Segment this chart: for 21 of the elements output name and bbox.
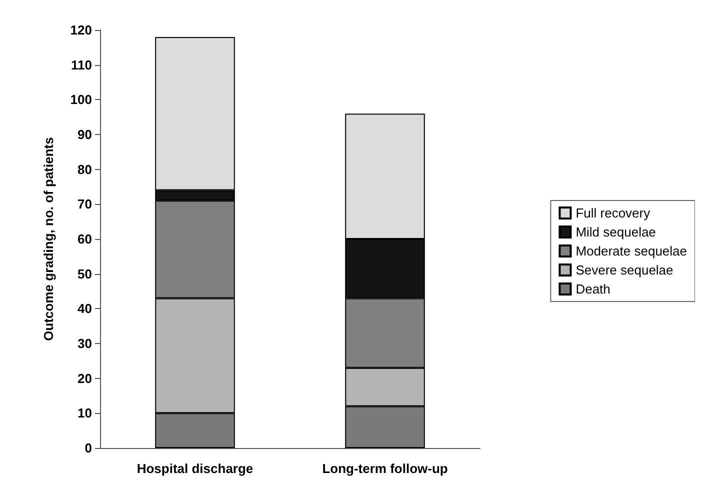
y-tick-label: 120 [70, 22, 92, 38]
y-axis-title: Outcome grading, no. of patients [41, 137, 56, 341]
legend-label: Mild sequelae [576, 224, 656, 240]
y-tick-label: 100 [70, 92, 92, 108]
y-tick-label: 10 [78, 406, 92, 421]
y-tick-label: 60 [78, 232, 92, 246]
legend-label: Moderate sequelae [576, 244, 688, 258]
legend-label: Severe sequelae [576, 262, 674, 278]
y-tick-label: 20 [78, 370, 92, 386]
y-tick-label: 80 [78, 162, 92, 177]
legend-label: Death [576, 282, 610, 296]
x-tick-label: Long-term follow-up [322, 461, 448, 476]
legend-label: Full recovery [576, 206, 651, 220]
x-tick-label: Hospital discharge [136, 461, 254, 476]
y-tick-label: 90 [78, 127, 92, 142]
y-tick-label: 110 [71, 57, 92, 72]
y-tick-label: 0 [84, 440, 92, 456]
y-tick-label: 30 [78, 336, 92, 351]
y-tick-label: 70 [78, 196, 92, 212]
y-tick-label: 40 [78, 301, 92, 316]
y-tick-label: 50 [78, 266, 92, 282]
